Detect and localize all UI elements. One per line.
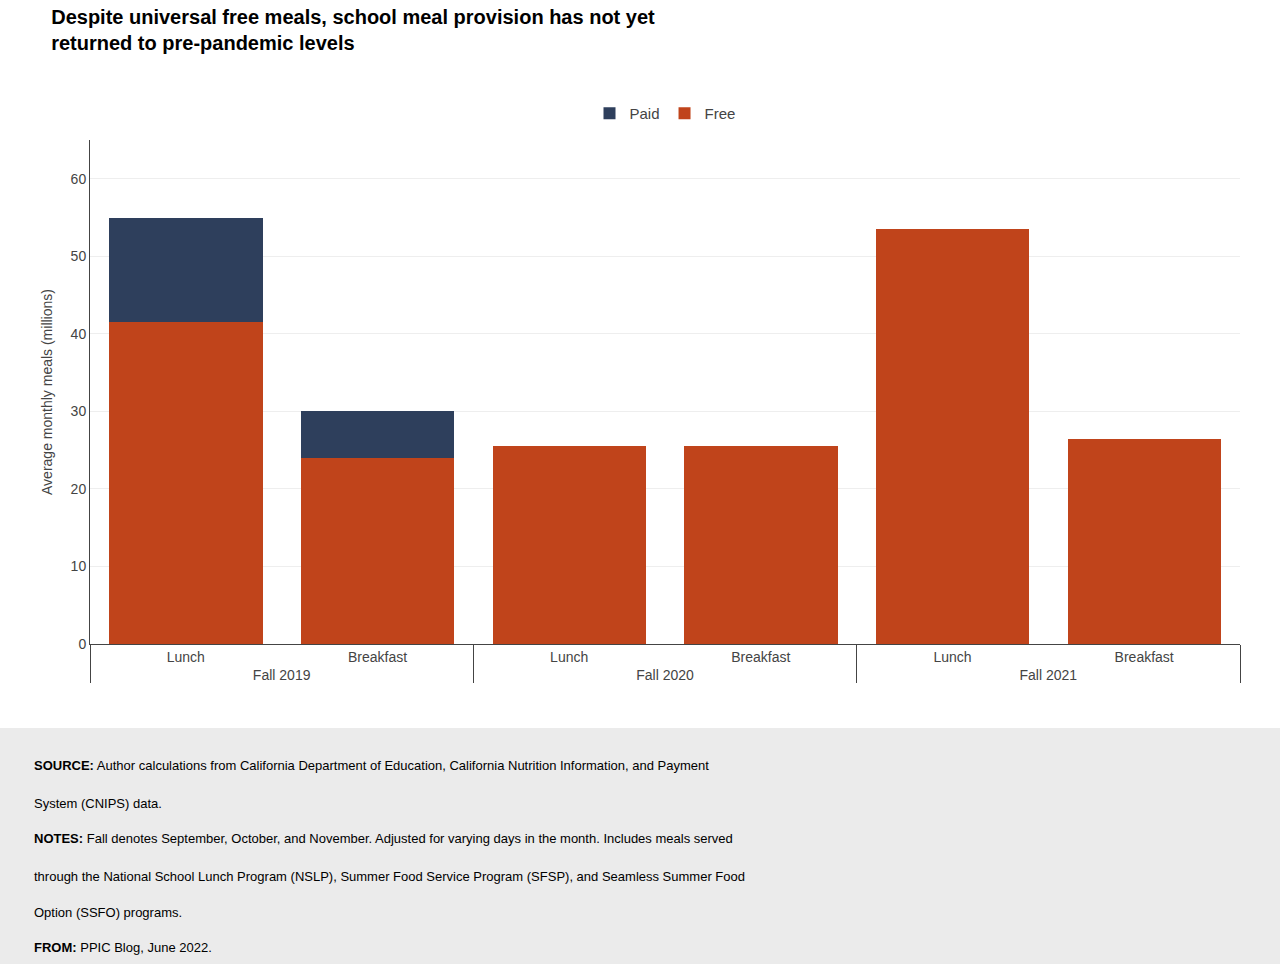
svg-text:Breakfast: Breakfast (348, 649, 407, 665)
svg-text:Breakfast: Breakfast (731, 649, 790, 665)
svg-text:Fall 2019: Fall 2019 (253, 667, 311, 683)
svg-text:Option (SSFO) programs.: Option (SSFO) programs. (34, 905, 182, 920)
svg-text:20: 20 (71, 481, 87, 497)
svg-text:through the National School Lu: through the National School Lunch Progra… (34, 869, 745, 884)
svg-text:System (CNIPS) data.: System (CNIPS) data. (34, 796, 162, 811)
svg-text:NOTES: Fall denotes September,: NOTES: Fall denotes September, October, … (34, 831, 733, 846)
svg-text:Lunch: Lunch (933, 649, 971, 665)
svg-text:FROM: PPIC Blog, June 2022.: FROM: PPIC Blog, June 2022. (34, 940, 212, 955)
svg-text:Despite universal free meals,: Despite universal free meals, school mea… (51, 6, 655, 54)
svg-text:Breakfast: Breakfast (1115, 649, 1174, 665)
svg-text:Fall 2021: Fall 2021 (1020, 667, 1078, 683)
svg-text:Lunch: Lunch (550, 649, 588, 665)
svg-text:30: 30 (71, 403, 87, 419)
svg-text:Free: Free (705, 105, 736, 122)
svg-text:0: 0 (78, 636, 86, 652)
svg-text:Average monthly meals (million: Average monthly meals (millions) (39, 289, 55, 495)
svg-text:Paid: Paid (630, 105, 660, 122)
svg-text:10: 10 (71, 558, 87, 574)
svg-text:Fall 2020: Fall 2020 (636, 667, 694, 683)
svg-text:60: 60 (71, 171, 87, 187)
svg-text:SOURCE: Author calculations fr: SOURCE: Author calculations from Califor… (34, 758, 709, 773)
svg-text:40: 40 (71, 326, 87, 342)
svg-text:50: 50 (71, 248, 87, 264)
svg-text:Lunch: Lunch (167, 649, 205, 665)
